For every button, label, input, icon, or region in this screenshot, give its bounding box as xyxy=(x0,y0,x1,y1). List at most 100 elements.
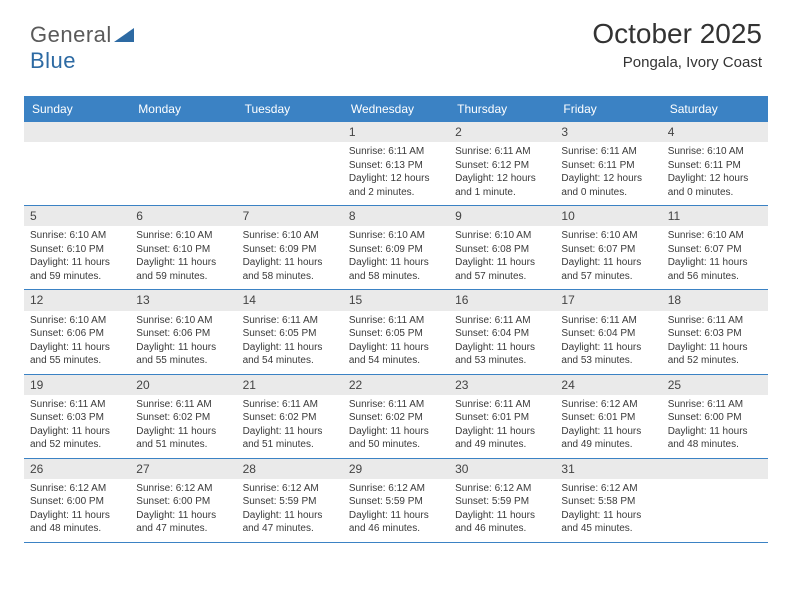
day-number: 17 xyxy=(555,290,661,310)
week-row: 12Sunrise: 6:10 AMSunset: 6:06 PMDayligh… xyxy=(24,290,768,374)
day-cell: 8Sunrise: 6:10 AMSunset: 6:09 PMDaylight… xyxy=(343,206,449,289)
day-cell: 31Sunrise: 6:12 AMSunset: 5:58 PMDayligh… xyxy=(555,459,661,542)
sunset-text: Sunset: 6:00 PM xyxy=(30,495,124,509)
day-number: 9 xyxy=(449,206,555,226)
day-cell: 22Sunrise: 6:11 AMSunset: 6:02 PMDayligh… xyxy=(343,375,449,458)
sunset-text: Sunset: 6:02 PM xyxy=(136,411,230,425)
sunrise-text: Sunrise: 6:11 AM xyxy=(136,398,230,412)
day-cell: 15Sunrise: 6:11 AMSunset: 6:05 PMDayligh… xyxy=(343,290,449,373)
day-cell: 10Sunrise: 6:10 AMSunset: 6:07 PMDayligh… xyxy=(555,206,661,289)
day-number xyxy=(130,122,236,142)
day-cell: 21Sunrise: 6:11 AMSunset: 6:02 PMDayligh… xyxy=(237,375,343,458)
sunset-text: Sunset: 6:07 PM xyxy=(561,243,655,257)
day-cell: 17Sunrise: 6:11 AMSunset: 6:04 PMDayligh… xyxy=(555,290,661,373)
day-number: 26 xyxy=(24,459,130,479)
day-cell: 28Sunrise: 6:12 AMSunset: 5:59 PMDayligh… xyxy=(237,459,343,542)
sunrise-text: Sunrise: 6:10 AM xyxy=(349,229,443,243)
day-number xyxy=(662,459,768,479)
sunrise-text: Sunrise: 6:11 AM xyxy=(243,398,337,412)
day-number: 21 xyxy=(237,375,343,395)
day-number: 23 xyxy=(449,375,555,395)
daylight2-text: and 46 minutes. xyxy=(455,522,549,536)
sunrise-text: Sunrise: 6:12 AM xyxy=(30,482,124,496)
daylight2-text: and 47 minutes. xyxy=(243,522,337,536)
daylight2-text: and 53 minutes. xyxy=(455,354,549,368)
sunrise-text: Sunrise: 6:11 AM xyxy=(349,314,443,328)
sunrise-text: Sunrise: 6:12 AM xyxy=(455,482,549,496)
day-cell: 14Sunrise: 6:11 AMSunset: 6:05 PMDayligh… xyxy=(237,290,343,373)
daylight2-text: and 55 minutes. xyxy=(136,354,230,368)
day-cell xyxy=(237,122,343,205)
daylight1-text: Daylight: 11 hours xyxy=(243,341,337,355)
day-number: 18 xyxy=(662,290,768,310)
day-cell: 29Sunrise: 6:12 AMSunset: 5:59 PMDayligh… xyxy=(343,459,449,542)
day-number: 20 xyxy=(130,375,236,395)
day-number: 6 xyxy=(130,206,236,226)
daylight2-text: and 57 minutes. xyxy=(455,270,549,284)
daylight2-text: and 50 minutes. xyxy=(349,438,443,452)
daylight2-text: and 48 minutes. xyxy=(30,522,124,536)
day-number: 12 xyxy=(24,290,130,310)
sunrise-text: Sunrise: 6:11 AM xyxy=(455,314,549,328)
logo-text-blue: Blue xyxy=(30,48,76,73)
sunrise-text: Sunrise: 6:11 AM xyxy=(668,314,762,328)
logo-text: GeneralBlue xyxy=(30,22,134,74)
day-cell xyxy=(662,459,768,542)
day-cell: 25Sunrise: 6:11 AMSunset: 6:00 PMDayligh… xyxy=(662,375,768,458)
sunset-text: Sunset: 6:02 PM xyxy=(349,411,443,425)
daylight2-text: and 53 minutes. xyxy=(561,354,655,368)
sunset-text: Sunset: 5:58 PM xyxy=(561,495,655,509)
day-header-tue: Tuesday xyxy=(237,96,343,122)
daylight1-text: Daylight: 12 hours xyxy=(455,172,549,186)
daylight2-text: and 0 minutes. xyxy=(668,186,762,200)
day-cell: 11Sunrise: 6:10 AMSunset: 6:07 PMDayligh… xyxy=(662,206,768,289)
daylight2-text: and 49 minutes. xyxy=(455,438,549,452)
daylight1-text: Daylight: 12 hours xyxy=(349,172,443,186)
day-number: 15 xyxy=(343,290,449,310)
day-cell: 6Sunrise: 6:10 AMSunset: 6:10 PMDaylight… xyxy=(130,206,236,289)
sunset-text: Sunset: 6:02 PM xyxy=(243,411,337,425)
day-cell: 30Sunrise: 6:12 AMSunset: 5:59 PMDayligh… xyxy=(449,459,555,542)
sunrise-text: Sunrise: 6:10 AM xyxy=(136,229,230,243)
sunrise-text: Sunrise: 6:12 AM xyxy=(243,482,337,496)
daylight1-text: Daylight: 11 hours xyxy=(243,509,337,523)
sunrise-text: Sunrise: 6:11 AM xyxy=(243,314,337,328)
day-number: 27 xyxy=(130,459,236,479)
sunset-text: Sunset: 5:59 PM xyxy=(349,495,443,509)
daylight1-text: Daylight: 11 hours xyxy=(668,425,762,439)
day-number: 30 xyxy=(449,459,555,479)
daylight1-text: Daylight: 11 hours xyxy=(561,256,655,270)
daylight1-text: Daylight: 11 hours xyxy=(668,256,762,270)
day-number xyxy=(24,122,130,142)
day-number: 29 xyxy=(343,459,449,479)
daylight1-text: Daylight: 11 hours xyxy=(30,341,124,355)
daylight1-text: Daylight: 11 hours xyxy=(455,509,549,523)
daylight1-text: Daylight: 11 hours xyxy=(30,256,124,270)
day-header-sun: Sunday xyxy=(24,96,130,122)
daylight1-text: Daylight: 12 hours xyxy=(561,172,655,186)
logo-text-gray: General xyxy=(30,22,112,47)
sunset-text: Sunset: 6:06 PM xyxy=(136,327,230,341)
sunset-text: Sunset: 6:01 PM xyxy=(455,411,549,425)
daylight1-text: Daylight: 11 hours xyxy=(349,509,443,523)
day-number: 8 xyxy=(343,206,449,226)
calendar: Sunday Monday Tuesday Wednesday Thursday… xyxy=(24,96,768,543)
sunrise-text: Sunrise: 6:11 AM xyxy=(30,398,124,412)
daylight2-text: and 56 minutes. xyxy=(668,270,762,284)
day-header-wed: Wednesday xyxy=(343,96,449,122)
day-headers-row: Sunday Monday Tuesday Wednesday Thursday… xyxy=(24,96,768,122)
sunset-text: Sunset: 6:05 PM xyxy=(243,327,337,341)
day-cell xyxy=(130,122,236,205)
sunset-text: Sunset: 6:00 PM xyxy=(136,495,230,509)
sunrise-text: Sunrise: 6:10 AM xyxy=(30,229,124,243)
daylight1-text: Daylight: 11 hours xyxy=(455,341,549,355)
daylight1-text: Daylight: 11 hours xyxy=(455,425,549,439)
daylight2-text: and 0 minutes. xyxy=(561,186,655,200)
daylight1-text: Daylight: 11 hours xyxy=(349,256,443,270)
week-row: 19Sunrise: 6:11 AMSunset: 6:03 PMDayligh… xyxy=(24,375,768,459)
sunrise-text: Sunrise: 6:12 AM xyxy=(561,398,655,412)
daylight2-text: and 58 minutes. xyxy=(243,270,337,284)
day-cell: 27Sunrise: 6:12 AMSunset: 6:00 PMDayligh… xyxy=(130,459,236,542)
day-cell: 1Sunrise: 6:11 AMSunset: 6:13 PMDaylight… xyxy=(343,122,449,205)
daylight2-text: and 59 minutes. xyxy=(136,270,230,284)
